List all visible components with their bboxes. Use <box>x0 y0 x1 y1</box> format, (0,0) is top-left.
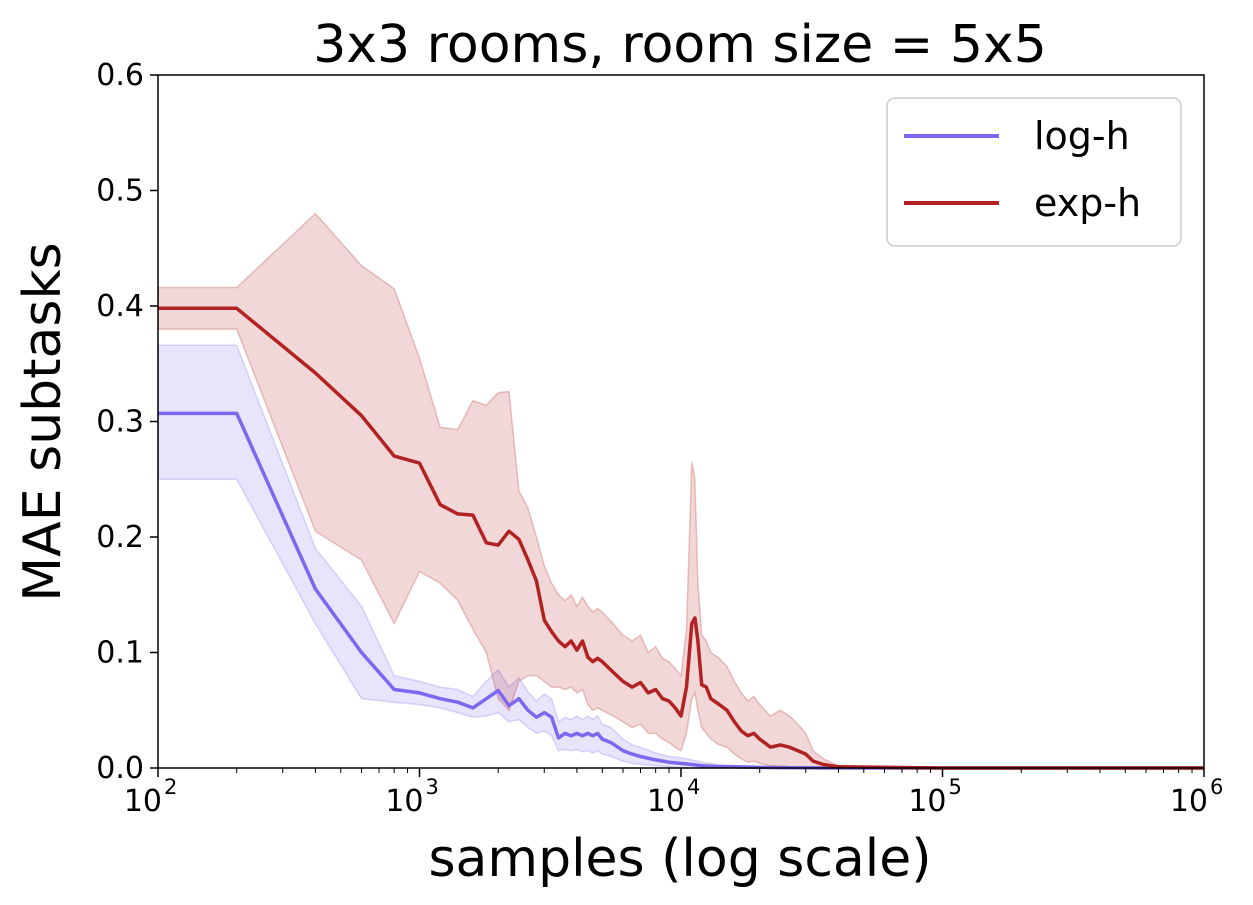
y-tick-label: 0.6 <box>96 58 144 93</box>
legend-label-log-h: log-h <box>1034 114 1130 158</box>
y-tick-label: 0.0 <box>96 751 144 786</box>
x-tick-label-base: 10 <box>647 784 685 819</box>
y-tick-label: 0.3 <box>96 405 144 440</box>
x-tick-label-base: 10 <box>385 784 423 819</box>
x-tick-label-exponent: 6 <box>1210 775 1223 799</box>
x-tick-label-base: 10 <box>908 784 946 819</box>
y-tick-label: 0.1 <box>96 636 144 671</box>
series-line-exp-h <box>158 306 1204 770</box>
x-tick-label: 10 2 <box>124 775 178 819</box>
band-exp-h <box>157 212 1204 769</box>
x-tick-label: 10 6 <box>1170 775 1224 819</box>
x-tick-label-exponent: 2 <box>164 775 177 799</box>
y-tick-label: 0.5 <box>96 174 144 209</box>
x-tick-label: 10 5 <box>908 775 962 819</box>
x-tick-label-exponent: 4 <box>687 775 700 799</box>
series-line-log-h <box>158 411 1204 770</box>
legend: log-h exp-h <box>886 97 1182 247</box>
axis-ticks: 0.00.10.20.30.40.50.610 2 10 3 10 4 10 5 10 6 <box>96 58 1223 819</box>
x-tick-label-base: 10 <box>124 784 162 819</box>
y-tick-label: 0.2 <box>96 520 144 555</box>
x-tick-label-base: 10 <box>1170 784 1208 819</box>
series-lines <box>158 306 1204 770</box>
y-axis-label: MAE subtasks <box>13 242 73 601</box>
confidence-bands <box>157 212 1204 769</box>
x-tick-label-exponent: 3 <box>426 775 439 799</box>
x-tick-label: 10 4 <box>647 775 701 819</box>
legend-label-exp-h: exp-h <box>1034 181 1141 225</box>
x-tick-label-exponent: 5 <box>949 775 962 799</box>
x-tick-label: 10 3 <box>385 775 439 819</box>
chart-title: 3x3 rooms, room size = 5x5 <box>313 15 1047 75</box>
x-axis-label: samples (log scale) <box>428 829 931 889</box>
y-tick-label: 0.4 <box>96 289 144 324</box>
